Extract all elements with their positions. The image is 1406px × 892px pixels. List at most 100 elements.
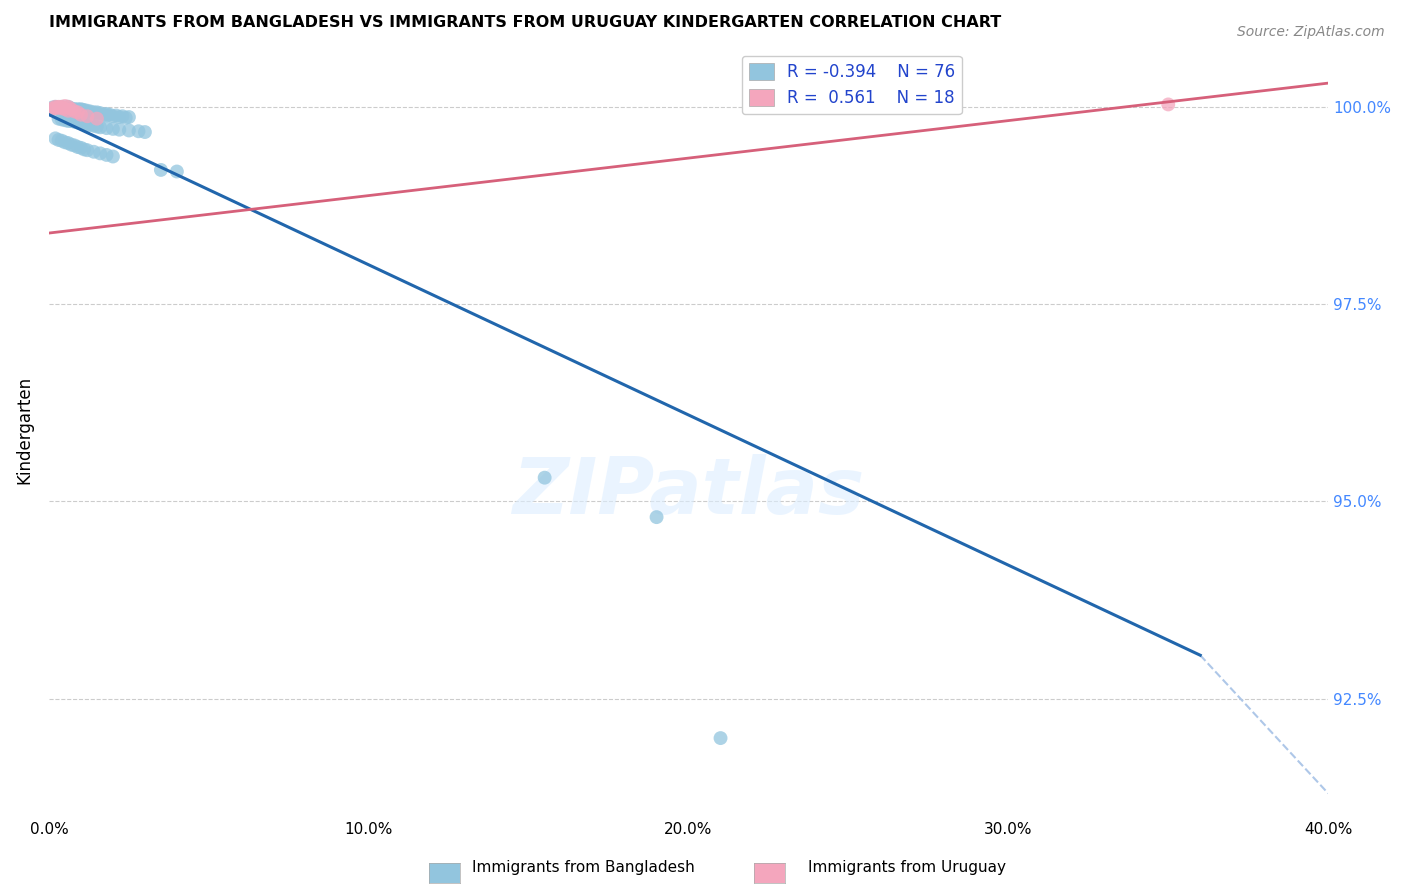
Point <box>53 113 76 128</box>
Point <box>73 103 96 117</box>
Point <box>96 108 118 122</box>
Point <box>66 102 89 116</box>
Point <box>111 109 134 123</box>
Point <box>44 131 66 145</box>
Point <box>76 103 98 118</box>
Point <box>60 114 83 128</box>
Point <box>51 101 73 115</box>
Point <box>48 133 70 147</box>
Point <box>76 105 98 120</box>
Point <box>56 100 79 114</box>
Point <box>70 103 93 117</box>
Point <box>51 100 73 114</box>
Point <box>53 136 76 150</box>
Point <box>60 102 83 116</box>
Point <box>66 115 89 129</box>
Point <box>48 112 70 126</box>
Point <box>1157 97 1180 112</box>
Point <box>51 100 73 114</box>
Point <box>44 100 66 114</box>
Point <box>73 104 96 119</box>
Point <box>48 101 70 115</box>
Point <box>86 107 108 121</box>
Text: Immigrants from Uruguay: Immigrants from Uruguay <box>808 861 1005 875</box>
Point <box>533 471 555 485</box>
Point <box>118 123 141 137</box>
Point <box>86 105 108 120</box>
Text: Source: ZipAtlas.com: Source: ZipAtlas.com <box>1237 25 1385 39</box>
Point <box>56 100 79 114</box>
Point <box>76 109 98 123</box>
Point <box>86 120 108 134</box>
Point <box>91 108 114 122</box>
Point <box>89 146 111 161</box>
Point <box>66 105 89 120</box>
Text: IMMIGRANTS FROM BANGLADESH VS IMMIGRANTS FROM URUGUAY KINDERGARTEN CORRELATION C: IMMIGRANTS FROM BANGLADESH VS IMMIGRANTS… <box>49 15 1001 30</box>
Point <box>41 101 63 115</box>
Point <box>118 110 141 124</box>
Point <box>83 119 105 133</box>
Point <box>73 117 96 131</box>
Point <box>645 510 668 524</box>
Point <box>66 103 89 118</box>
Point <box>709 731 731 745</box>
Point <box>56 114 79 128</box>
Legend: R = -0.394    N = 76, R =  0.561    N = 18: R = -0.394 N = 76, R = 0.561 N = 18 <box>742 56 962 114</box>
Point <box>83 105 105 120</box>
Point <box>63 104 86 119</box>
Point <box>98 108 121 122</box>
Point <box>53 102 76 116</box>
Point <box>56 136 79 150</box>
Y-axis label: Kindergarten: Kindergarten <box>15 376 32 484</box>
Point <box>63 138 86 153</box>
Text: ZIPatlas: ZIPatlas <box>512 454 865 530</box>
Point <box>89 120 111 135</box>
Point <box>128 124 150 138</box>
Point <box>96 107 118 121</box>
Point <box>66 140 89 154</box>
Point <box>53 102 76 116</box>
Point <box>105 108 128 122</box>
Point <box>60 103 83 117</box>
Point <box>60 101 83 115</box>
Point <box>53 99 76 113</box>
Point <box>63 102 86 116</box>
Point <box>76 143 98 157</box>
Point <box>86 112 108 126</box>
Point <box>73 142 96 156</box>
Point <box>166 164 188 178</box>
Point <box>44 101 66 115</box>
Point <box>101 109 124 123</box>
Point <box>108 122 131 136</box>
Point <box>96 121 118 136</box>
Point <box>48 101 70 115</box>
Point <box>134 125 156 139</box>
Point <box>51 134 73 148</box>
Point <box>44 100 66 114</box>
Point <box>96 148 118 162</box>
Point <box>70 102 93 116</box>
Point <box>108 110 131 124</box>
Point <box>79 118 101 132</box>
Point <box>101 149 124 163</box>
Point <box>56 101 79 115</box>
Point <box>51 112 73 127</box>
Point <box>101 121 124 136</box>
Point <box>114 111 136 125</box>
Point <box>51 101 73 115</box>
Point <box>60 137 83 152</box>
Point <box>149 162 172 177</box>
Point <box>41 101 63 115</box>
Point <box>63 103 86 117</box>
Point <box>70 141 93 155</box>
Point <box>76 118 98 132</box>
Point <box>63 115 86 129</box>
Point <box>56 103 79 118</box>
Point <box>89 106 111 120</box>
Point <box>70 108 93 122</box>
Point <box>83 145 105 159</box>
Text: Immigrants from Bangladesh: Immigrants from Bangladesh <box>472 861 695 875</box>
Point <box>44 101 66 115</box>
Point <box>48 100 70 114</box>
Point <box>70 116 93 130</box>
